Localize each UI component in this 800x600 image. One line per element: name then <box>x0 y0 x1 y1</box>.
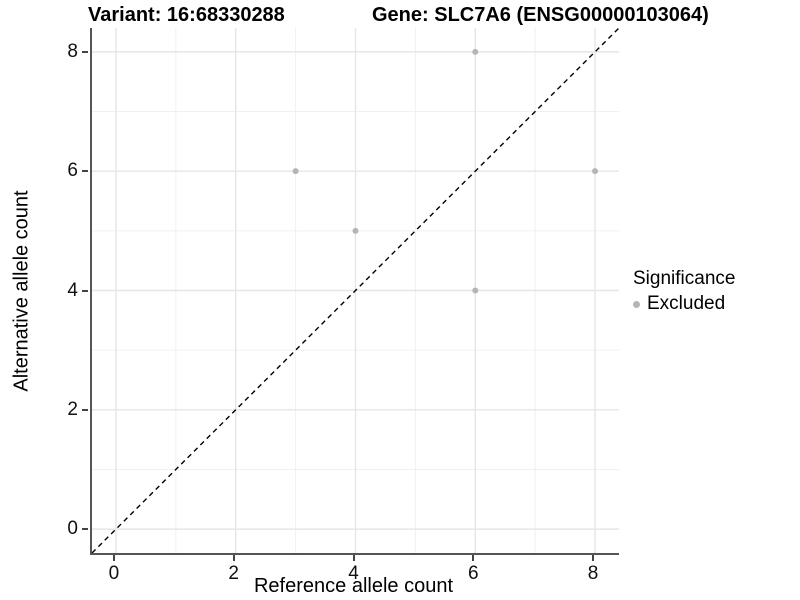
legend-item-label: Excluded <box>647 293 726 314</box>
plot-area-svg <box>92 28 619 553</box>
y-tick-label: 2 <box>67 398 78 420</box>
x-tick-label: 8 <box>587 563 599 584</box>
y-tick-label: 6 <box>67 160 78 182</box>
variant-title: Variant: 16:68330288 <box>88 4 285 26</box>
x-tick-mark <box>352 555 355 561</box>
y-tick-mark <box>82 50 88 53</box>
y-tick-mark <box>82 528 88 531</box>
data-point <box>472 287 479 294</box>
x-tick-label: 0 <box>108 563 120 584</box>
y-axis-title: Alternative allele count <box>10 189 33 392</box>
data-point <box>592 168 599 175</box>
x-tick-mark <box>112 555 115 561</box>
legend-item-excluded: Excluded <box>633 293 735 315</box>
y-tick-label: 8 <box>67 40 78 62</box>
x-tick-mark <box>592 555 595 561</box>
x-tick-label: 2 <box>228 563 240 584</box>
data-point <box>292 168 299 175</box>
y-tick-mark <box>82 408 88 411</box>
legend: Significance Excluded <box>633 268 735 315</box>
y-tick-label: 4 <box>67 279 78 301</box>
x-tick-label: 4 <box>348 563 359 584</box>
y-tick-mark <box>82 289 88 292</box>
excluded-point-icon <box>633 300 640 308</box>
data-point <box>472 48 479 55</box>
x-axis-title: Reference allele count <box>253 575 454 597</box>
x-tick-label: 6 <box>467 563 479 584</box>
y-tick-label: 0 <box>67 518 78 540</box>
identity-reference-line <box>92 28 619 553</box>
legend-title: Significance <box>633 268 736 289</box>
plot-panel <box>90 28 619 555</box>
x-tick-mark <box>232 555 235 561</box>
gene-title: Gene: SLC7A6 (ENSG00000103064) <box>372 4 709 26</box>
y-tick-mark <box>82 170 88 173</box>
x-tick-mark <box>472 555 475 561</box>
data-point <box>352 227 359 234</box>
